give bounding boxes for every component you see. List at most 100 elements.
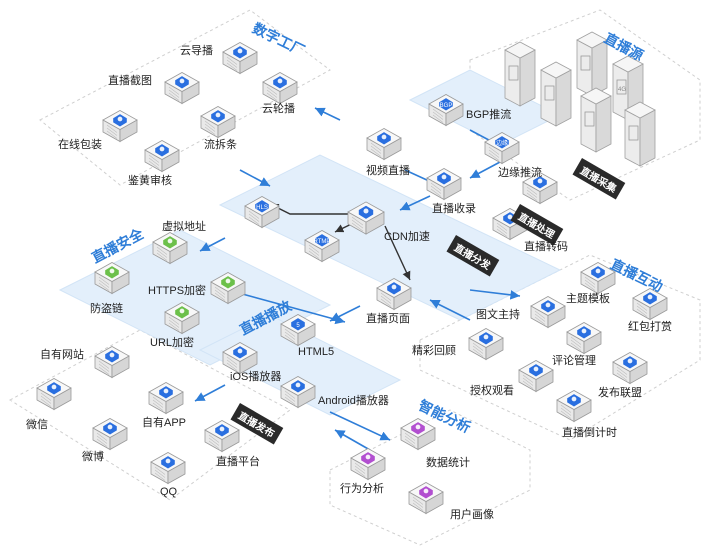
label-comments: 评论管理	[552, 355, 596, 367]
cube-stream-split	[200, 106, 236, 139]
label-stats: 数据统计	[426, 457, 470, 469]
image-icon	[175, 76, 189, 89]
svg-text:4G: 4G	[618, 87, 626, 93]
monitor-icon	[105, 350, 119, 363]
label-html5: HTML5	[298, 346, 335, 358]
apple-icon	[233, 346, 247, 359]
label-auth-view: 授权观看	[470, 385, 514, 397]
cube-replay	[468, 328, 504, 361]
grid-icon	[273, 76, 287, 89]
label-ios-player: iOS播放器	[230, 371, 282, 383]
cube-ios	[222, 342, 258, 375]
cube-https	[210, 272, 246, 305]
cube-qq	[150, 452, 186, 485]
region-analytics	[329, 409, 531, 546]
edge-icon: 边缘	[495, 136, 509, 149]
cube-hls: HLS	[244, 196, 280, 229]
cube-android	[280, 376, 316, 409]
label-behavior: 行为分析	[340, 483, 384, 495]
cube-virtual-addr	[152, 232, 188, 265]
arrow-security-to-player	[234, 291, 346, 325]
label-publish-union: 发布联盟	[598, 387, 642, 399]
arrow-record-to-cdn	[399, 195, 431, 211]
cube-capture	[522, 172, 558, 205]
cube-red-packet	[632, 288, 668, 321]
label-qq: QQ	[160, 486, 178, 498]
page-icon	[387, 282, 401, 295]
cube-live-page	[376, 278, 412, 311]
block-icon	[155, 144, 169, 157]
key-icon	[529, 364, 543, 377]
cube-bgp: BGP	[428, 94, 464, 127]
label-online-pack: 在线包装	[58, 139, 102, 151]
label-carousel: 云轮播	[262, 103, 295, 115]
cube-live-record	[426, 168, 462, 201]
cube-comments	[566, 322, 602, 355]
app-icon	[159, 386, 173, 399]
capture-icon	[533, 176, 547, 189]
weibo-icon	[103, 422, 117, 435]
cube-html5: 5	[280, 314, 316, 347]
cube-user-profile	[408, 482, 444, 515]
label-live-platform: 直播平台	[216, 456, 260, 468]
label-live-page: 直播页面	[366, 313, 410, 325]
gift-icon	[643, 292, 657, 305]
arrow-factory-in	[314, 107, 341, 121]
label-url-enc: URL加密	[150, 337, 195, 349]
arrow-edge-to-record	[469, 161, 501, 179]
link-icon	[175, 306, 189, 319]
label-virtual-addr: 虚拟地址	[162, 221, 206, 233]
cube-live-platform	[204, 420, 240, 453]
label-cloud-director: 云导播	[180, 45, 213, 57]
arrow-to-security	[199, 237, 226, 252]
label-transcode: 直播转码	[524, 241, 568, 253]
region-factory	[39, 9, 331, 186]
user-icon	[419, 486, 433, 499]
label-video-live: 视频直播	[366, 165, 410, 177]
label-https-enc: HTTPS加密	[148, 285, 207, 297]
arrow-cdn-to-page	[384, 225, 411, 281]
android-icon	[291, 380, 305, 393]
chart-icon	[411, 422, 425, 435]
label-red-packet: 红包打赏	[628, 321, 672, 333]
cube-host	[530, 296, 566, 329]
svg-text:边缘: 边缘	[496, 139, 508, 147]
rtmp-icon: RTMP	[314, 234, 330, 247]
svg-text:5: 5	[296, 323, 300, 329]
label-replay: 精彩回顾	[412, 345, 456, 357]
source-tower-6	[624, 101, 656, 167]
cube-video-live	[366, 128, 402, 161]
label-own-app: 自有APP	[142, 417, 187, 429]
lock-icon	[221, 276, 235, 289]
cube-url-enc	[164, 302, 200, 335]
arrow-interact-to-page	[429, 299, 471, 321]
label-host: 图文主持	[476, 309, 520, 321]
shirt-icon	[591, 266, 605, 279]
cube-weibo	[92, 418, 128, 451]
cube-wechat	[36, 378, 72, 411]
label-porn-review: 鉴黄审核	[128, 175, 172, 187]
hls-icon: HLS	[255, 200, 269, 213]
bgp-icon: BGP	[439, 98, 453, 111]
cube-carousel	[262, 72, 298, 105]
region-platforms	[9, 329, 291, 501]
folder-icon	[437, 172, 451, 185]
label-bgp-push: BGP推流	[466, 109, 512, 121]
replay-icon	[479, 332, 493, 345]
qq-icon	[161, 456, 175, 469]
play-icon	[377, 132, 391, 145]
cube-stats	[400, 418, 436, 451]
send-icon	[623, 356, 637, 369]
label-live-screenshot: 直播截图	[108, 75, 152, 87]
wechat-icon	[47, 382, 61, 395]
label-cdn: CDN加速	[384, 231, 430, 243]
doc-icon	[541, 300, 555, 313]
arrow-player-to-platforms	[194, 384, 226, 402]
video-icon	[233, 46, 247, 59]
region-source	[469, 9, 701, 201]
cube-online-pack	[102, 110, 138, 143]
label-user-profile: 用户画像	[450, 509, 494, 521]
people-icon	[113, 114, 127, 127]
source-tower-5	[580, 87, 612, 153]
